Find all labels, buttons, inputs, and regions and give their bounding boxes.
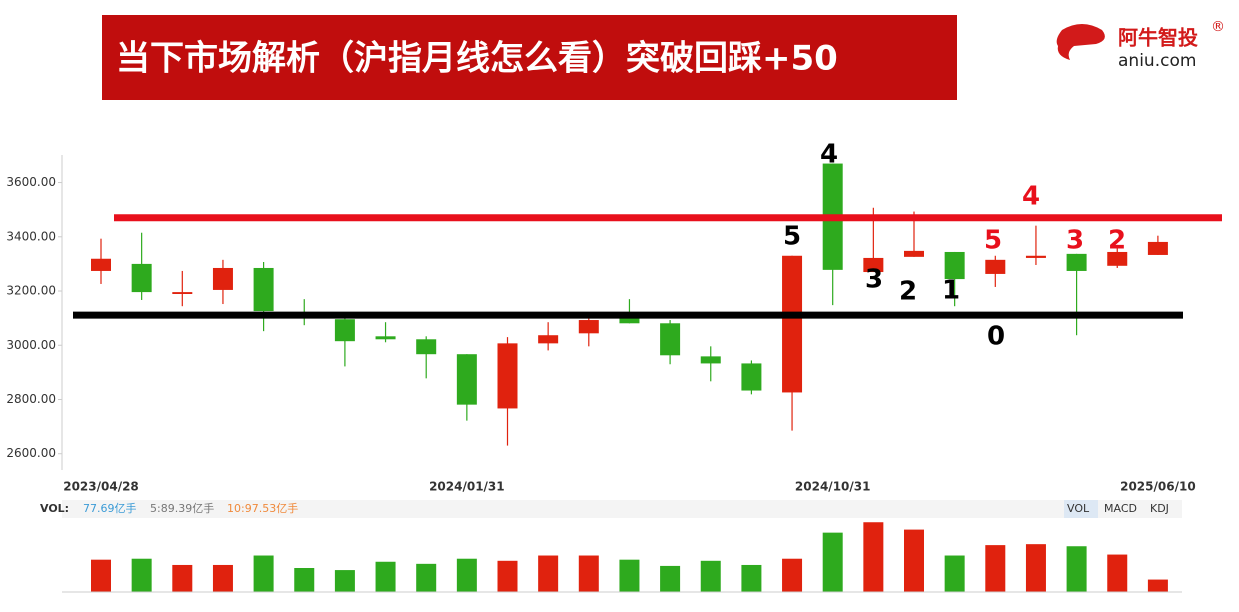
x-tick-label: 2024/01/31 — [429, 480, 505, 494]
candle-body — [863, 257, 884, 273]
candle-body — [212, 267, 233, 290]
candle-body — [1066, 253, 1087, 271]
vol-legend: 77.69亿手 — [83, 501, 137, 515]
y-tick-label: 2800.00 — [6, 392, 56, 406]
vol-bar — [741, 564, 762, 592]
vol-bar — [578, 555, 599, 592]
candle-body — [660, 323, 681, 356]
vol-bar — [782, 558, 803, 592]
annotation: 1 — [942, 276, 960, 306]
candle-body — [700, 356, 721, 364]
title: 当下市场解析（沪指月线怎么看）突破回踩+50 — [116, 39, 838, 79]
vol-bar — [1066, 546, 1087, 592]
vol-legend: 10:97.53亿手 — [227, 501, 298, 515]
candle-body — [619, 318, 640, 324]
y-tick-label: 2600.00 — [6, 446, 56, 460]
vol-bar — [456, 558, 477, 592]
vol-bar — [822, 532, 843, 592]
y-tick-label: 3000.00 — [6, 338, 56, 352]
candle-body — [782, 255, 803, 393]
x-tick-label: 2024/10/31 — [795, 480, 871, 494]
tab[interactable]: VOL — [1067, 502, 1090, 515]
candle-body — [944, 251, 965, 280]
vol-title: VOL: — [40, 502, 69, 515]
candle-body — [1147, 241, 1168, 255]
vol-bar — [172, 564, 193, 592]
vol-bar — [1025, 544, 1046, 592]
vol-legend: 5:89.39亿手 — [150, 501, 214, 515]
logo-mark: ® — [1211, 19, 1225, 35]
candle-body — [91, 258, 111, 271]
vol-bar — [91, 559, 111, 592]
candle-body — [741, 363, 762, 391]
annotation: 4 — [820, 140, 838, 170]
annotation: 3 — [1066, 226, 1084, 256]
vol-bar — [497, 560, 518, 592]
logo-icon — [1056, 24, 1105, 60]
vol-bar — [131, 558, 152, 592]
candle-body — [1107, 251, 1128, 266]
vol-bar — [700, 560, 721, 592]
candle-body — [904, 250, 924, 257]
candle-body — [172, 292, 193, 294]
candle-body — [334, 319, 355, 342]
candle-body — [253, 267, 274, 312]
vol-bar — [375, 561, 396, 592]
vol-bar — [538, 555, 559, 592]
vol-bar-header — [62, 500, 1182, 518]
vol-bar — [1107, 554, 1128, 592]
candle-body — [538, 335, 559, 344]
annotation: 2 — [899, 277, 917, 307]
vol-bar — [416, 563, 437, 592]
vol-bar — [253, 555, 274, 592]
tab[interactable]: MACD — [1104, 502, 1137, 515]
candle-body — [456, 354, 477, 405]
vol-bar — [334, 570, 355, 592]
vol-bar — [863, 522, 884, 592]
annotation: 4 — [1022, 182, 1040, 212]
y-tick-label: 3200.00 — [6, 284, 56, 298]
candle-body — [131, 263, 152, 293]
tab[interactable]: KDJ — [1150, 502, 1169, 515]
annotation: 0 — [987, 322, 1005, 352]
y-tick-label: 3400.00 — [6, 229, 56, 243]
y-tick-label: 3600.00 — [6, 175, 56, 189]
vol-bar — [619, 559, 640, 592]
vol-bar — [1147, 579, 1168, 592]
vol-bar — [985, 545, 1006, 592]
logo-cn: 阿牛智投 — [1118, 26, 1198, 50]
title-banner — [102, 15, 957, 100]
candle-body — [985, 259, 1006, 274]
annotation: 5 — [783, 222, 801, 252]
x-tick-label: 2025/06/10 — [1120, 480, 1196, 494]
vol-bar — [212, 564, 233, 592]
vol-bar — [660, 565, 681, 592]
candle-body — [1025, 255, 1046, 258]
vol-bar — [904, 529, 924, 592]
candle-body — [375, 336, 396, 340]
candle-body — [497, 343, 518, 409]
annotation: 5 — [984, 226, 1002, 256]
annotation: 2 — [1108, 226, 1126, 256]
vol-bar — [294, 568, 315, 592]
annotation: 3 — [865, 265, 883, 295]
candle-body — [416, 339, 437, 355]
tab-bg — [1064, 500, 1098, 518]
vol-bar — [944, 555, 965, 592]
logo-en: aniu.com — [1118, 51, 1196, 71]
candle-body — [578, 320, 599, 334]
x-tick-label: 2023/04/28 — [63, 480, 139, 494]
